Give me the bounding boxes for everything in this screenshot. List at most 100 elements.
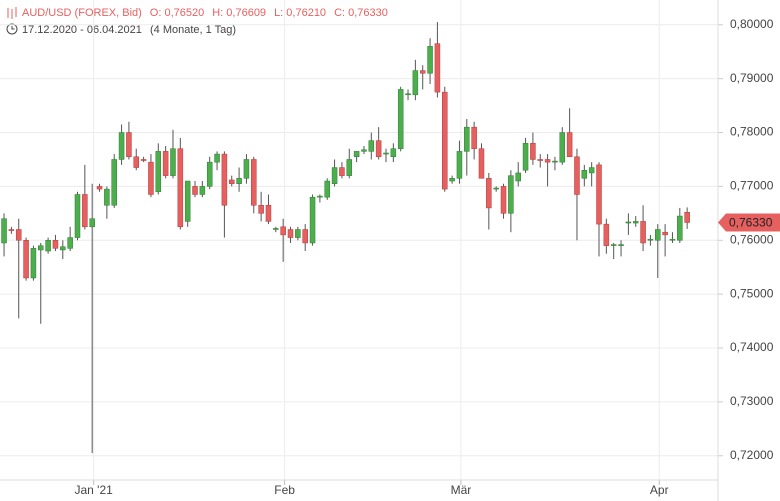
candle-body bbox=[368, 140, 375, 152]
candle-body bbox=[353, 151, 360, 158]
candle-body bbox=[405, 93, 411, 96]
candle-body bbox=[104, 188, 110, 206]
date-range: 17.12.2020 - 06.04.2021 bbox=[22, 24, 142, 36]
candle-body bbox=[89, 218, 95, 228]
candle-body bbox=[228, 179, 235, 184]
candle-body bbox=[206, 161, 213, 187]
grid bbox=[0, 0, 718, 480]
ohlc-value: O: 0,76520 bbox=[150, 7, 204, 19]
last-price-tag bbox=[718, 213, 780, 232]
candle-body bbox=[162, 151, 169, 176]
candle-body bbox=[640, 221, 646, 244]
y-tick-label: 0,74000 bbox=[730, 340, 774, 354]
candle-body bbox=[118, 132, 125, 160]
y-tick-label: 0,73000 bbox=[730, 394, 774, 408]
candle-body bbox=[471, 126, 477, 149]
candle-body bbox=[442, 91, 448, 190]
candle-body bbox=[52, 240, 59, 249]
chart-icon bbox=[7, 7, 17, 19]
candle-body bbox=[221, 153, 228, 206]
candle-body bbox=[192, 186, 198, 195]
candle-body bbox=[67, 237, 73, 249]
candle-body bbox=[427, 46, 433, 74]
candle-body bbox=[625, 221, 632, 224]
candle-body bbox=[515, 172, 521, 182]
y-tick-label: 0,77000 bbox=[730, 179, 774, 193]
candle-body bbox=[155, 151, 162, 193]
y-tick-label: 0,76000 bbox=[730, 232, 774, 246]
ohlc-value: H: 0,76609 bbox=[212, 7, 266, 19]
candle-body bbox=[126, 132, 132, 158]
candle-body bbox=[74, 194, 81, 238]
candle-body bbox=[199, 186, 206, 195]
candle-body bbox=[559, 132, 566, 163]
y-tick-label: 0,75000 bbox=[730, 286, 774, 300]
candle-body bbox=[331, 167, 338, 184]
candle-body bbox=[449, 178, 455, 182]
candle-body bbox=[177, 148, 184, 228]
candle-body bbox=[133, 156, 140, 168]
candle-body bbox=[309, 196, 316, 244]
candle-body bbox=[530, 143, 536, 160]
candle-body bbox=[287, 229, 294, 238]
candle-body bbox=[324, 180, 330, 198]
candle-body bbox=[596, 164, 602, 225]
candle-body bbox=[588, 167, 595, 174]
candle-body bbox=[647, 238, 654, 241]
candle-body bbox=[684, 212, 690, 223]
candle-body bbox=[317, 195, 323, 198]
candle-body bbox=[8, 229, 15, 231]
candle-body bbox=[574, 156, 580, 195]
candle-body bbox=[214, 153, 220, 163]
candle-body bbox=[140, 159, 147, 161]
candle-body bbox=[397, 89, 404, 149]
candle-body bbox=[464, 126, 470, 152]
candle-body bbox=[603, 223, 610, 246]
candle-body bbox=[537, 159, 543, 161]
candle-body bbox=[30, 248, 37, 279]
y-tick-label: 0,80000 bbox=[730, 17, 774, 31]
candle-body bbox=[500, 186, 507, 214]
candle-body bbox=[339, 167, 345, 176]
x-tick-label: Mär bbox=[451, 483, 472, 497]
candle-body bbox=[295, 229, 301, 238]
clock-icon bbox=[6, 23, 18, 35]
candle-body bbox=[508, 175, 514, 214]
candle-body bbox=[148, 161, 154, 195]
candle-body bbox=[60, 246, 66, 251]
candle-body bbox=[273, 228, 279, 230]
candle-body bbox=[581, 169, 588, 179]
candle-body bbox=[258, 205, 264, 214]
candle-body bbox=[632, 221, 639, 224]
candle-body bbox=[23, 240, 29, 279]
period: (4 Monate, 1 Tag) bbox=[150, 24, 236, 36]
candle-body bbox=[375, 140, 382, 158]
y-tick-label: 0,72000 bbox=[730, 448, 774, 462]
candle-body bbox=[251, 159, 257, 206]
candle-body bbox=[522, 143, 529, 171]
candle-body bbox=[265, 205, 272, 222]
candle-body bbox=[170, 148, 176, 176]
candle-body bbox=[111, 159, 117, 206]
candle-body bbox=[383, 152, 389, 155]
candle-body bbox=[361, 149, 367, 152]
candle-body bbox=[486, 178, 492, 209]
candle-body bbox=[566, 132, 573, 158]
x-tick-label: Feb bbox=[274, 483, 295, 497]
candle-body bbox=[677, 215, 683, 241]
candle-body bbox=[662, 231, 668, 236]
candle-body bbox=[478, 148, 485, 179]
candle-body bbox=[412, 70, 419, 96]
candle-body bbox=[618, 244, 624, 246]
x-tick-label: Jan '21 bbox=[74, 483, 113, 497]
candle-body bbox=[38, 245, 44, 251]
x-tick-label: Apr bbox=[650, 483, 669, 497]
candle-body bbox=[236, 178, 242, 184]
candle-body bbox=[669, 238, 676, 241]
candle-body bbox=[184, 180, 191, 222]
y-tick-label: 0,79000 bbox=[730, 71, 774, 85]
last-price-label: 0,76330 bbox=[729, 216, 773, 230]
candle-body bbox=[552, 160, 558, 163]
candle-body bbox=[280, 226, 286, 236]
